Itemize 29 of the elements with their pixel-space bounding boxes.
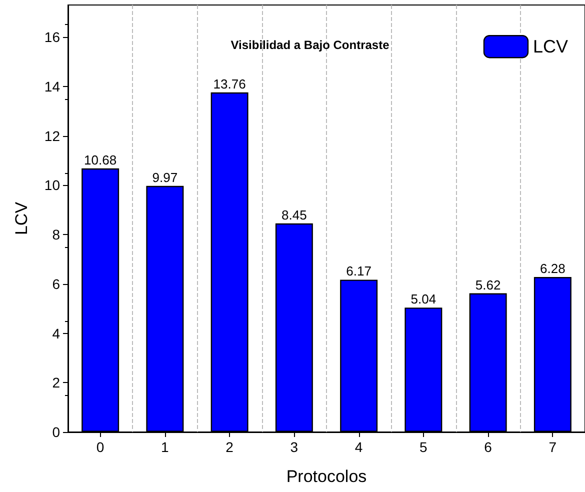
- data-label: 8.45: [282, 207, 307, 222]
- data-label: 13.76: [213, 76, 246, 92]
- x-tick-label: 3: [290, 439, 298, 455]
- x-tick-label: 7: [548, 439, 557, 455]
- x-tick-label: 0: [96, 439, 104, 455]
- data-label: 6.17: [346, 264, 372, 279]
- data-label: 6.28: [540, 260, 566, 276]
- data-label: 10.68: [84, 152, 117, 168]
- x-tick-label: 2: [226, 439, 234, 455]
- y-axis-title: LCV: [12, 201, 31, 236]
- data-label: 9.97: [152, 170, 178, 185]
- y-tick-label: 8: [52, 226, 60, 243]
- x-tick-label: 1: [161, 439, 170, 455]
- y-tick-label: 14: [44, 78, 60, 94]
- x-tick-label: 4: [354, 439, 363, 455]
- y-tick-label: 16: [44, 29, 60, 46]
- y-tick-label: 4: [52, 325, 60, 342]
- x-tick-label: 5: [420, 439, 428, 455]
- x-tick-label: 6: [484, 439, 492, 455]
- x-axis-title: Protocolos: [286, 467, 367, 486]
- data-label: 5.04: [410, 292, 436, 307]
- legend-label: LCV: [532, 36, 568, 57]
- data-label: 5.62: [475, 277, 501, 292]
- y-tick-label: 2: [52, 374, 60, 391]
- y-tick-label: 12: [44, 128, 60, 144]
- y-tick-label: 10: [44, 177, 60, 194]
- y-tick-label: 0: [52, 424, 60, 440]
- y-tick-label: 6: [52, 276, 60, 292]
- text: Visibilidad a Bajo Contraste: [230, 38, 390, 52]
